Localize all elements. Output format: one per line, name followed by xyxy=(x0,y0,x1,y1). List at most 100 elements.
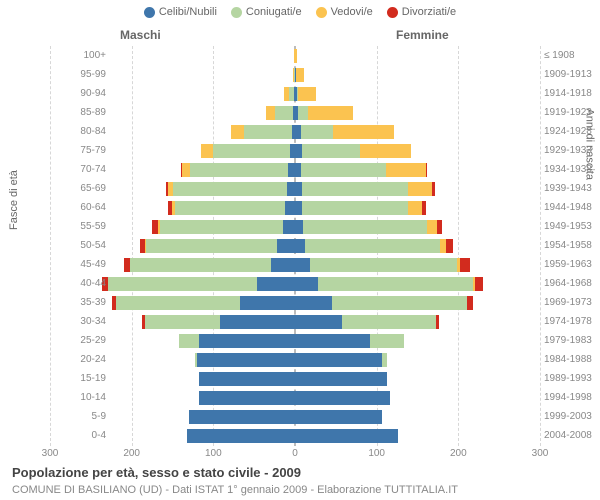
bar-female-widowed xyxy=(296,68,304,82)
legend-item: Coniugati/e xyxy=(231,6,302,18)
y-tick-year: 1949-1953 xyxy=(544,221,600,232)
y-tick-year: 1994-1998 xyxy=(544,392,600,403)
bar-female-widowed xyxy=(333,125,393,139)
pyramid-row xyxy=(50,68,540,82)
bar-female-single xyxy=(295,429,398,443)
y-tick-year: 1909-1913 xyxy=(544,69,600,80)
bar-male-widowed xyxy=(231,125,244,139)
pyramid-row xyxy=(50,296,540,310)
female-label: Femmine xyxy=(396,28,449,42)
pyramid-row xyxy=(50,353,540,367)
x-tick-label: 200 xyxy=(123,448,140,459)
chart-subtitle: COMUNE DI BASILIANO (UD) - Dati ISTAT 1°… xyxy=(12,484,458,496)
bar-female-single xyxy=(295,220,303,234)
legend-item: Celibi/Nubili xyxy=(144,6,217,18)
bar-male-divorced xyxy=(140,239,145,253)
y-tick-age: 5-9 xyxy=(56,411,106,422)
pyramid-row xyxy=(50,125,540,139)
bar-female-married xyxy=(305,239,440,253)
bar-female-divorced xyxy=(422,201,425,215)
legend-label: Celibi/Nubili xyxy=(159,6,217,18)
bar-female-married xyxy=(301,125,334,139)
y-tick-year: 1964-1968 xyxy=(544,278,600,289)
gridline xyxy=(540,46,541,446)
bar-male-married xyxy=(289,87,294,101)
bar-female-widowed xyxy=(386,163,425,177)
pyramid-row xyxy=(50,334,540,348)
bar-female-widowed xyxy=(427,220,437,234)
x-tick-label: 100 xyxy=(368,448,385,459)
y-tick-age: 15-19 xyxy=(56,373,106,384)
bar-female-single xyxy=(295,296,332,310)
bar-male-married xyxy=(108,277,257,291)
bar-male-single xyxy=(199,372,295,386)
bar-female-single xyxy=(295,258,310,272)
bar-male-single xyxy=(257,277,295,291)
plot-area xyxy=(50,46,540,446)
y-tick-age: 0-4 xyxy=(56,430,106,441)
y-tick-year: 1969-1973 xyxy=(544,297,600,308)
bar-male-married xyxy=(275,106,293,120)
y-tick-age: 95-99 xyxy=(56,69,106,80)
y-axis-left-title: Fasce di età xyxy=(8,170,20,230)
pyramid-row xyxy=(50,182,540,196)
bar-female-widowed xyxy=(298,87,316,101)
population-pyramid-chart: Celibi/Nubili Coniugati/e Vedovi/e Divorzia… xyxy=(0,0,600,500)
bar-female-widowed xyxy=(408,201,423,215)
bar-male-widowed xyxy=(293,68,295,82)
y-tick-year: 1954-1958 xyxy=(544,240,600,251)
legend-item: Vedovi/e xyxy=(316,6,373,18)
y-tick-age: 60-64 xyxy=(56,202,106,213)
bar-male-single xyxy=(187,429,295,443)
y-tick-age: 10-14 xyxy=(56,392,106,403)
bar-male-widowed xyxy=(201,144,212,158)
bar-male-married xyxy=(145,315,220,329)
pyramid-row xyxy=(50,220,540,234)
legend-label: Coniugati/e xyxy=(246,6,302,18)
bar-male-widowed xyxy=(266,106,276,120)
pyramid-row xyxy=(50,410,540,424)
y-tick-age: 25-29 xyxy=(56,335,106,346)
bar-male-single xyxy=(197,353,295,367)
pyramid-row xyxy=(50,163,540,177)
legend-item: Divorziati/e xyxy=(387,6,456,18)
pyramid-row xyxy=(50,106,540,120)
bar-male-married xyxy=(160,220,283,234)
bar-female-married xyxy=(332,296,467,310)
bar-male-single xyxy=(240,296,295,310)
bar-female-divorced xyxy=(432,182,434,196)
bar-male-divorced xyxy=(152,220,158,234)
y-tick-age: 75-79 xyxy=(56,145,106,156)
bar-male-divorced xyxy=(181,163,183,177)
bar-female-single xyxy=(295,334,370,348)
bar-female-divorced xyxy=(467,296,474,310)
bar-female-married xyxy=(298,106,308,120)
bar-male-widowed xyxy=(168,182,173,196)
bar-female-widowed xyxy=(360,144,411,158)
y-tick-age: 100+ xyxy=(56,50,106,61)
bar-male-married xyxy=(116,296,240,310)
legend-dot xyxy=(387,7,398,18)
bar-male-single xyxy=(271,258,296,272)
y-tick-year: 1939-1943 xyxy=(544,183,600,194)
pyramid-row xyxy=(50,87,540,101)
y-tick-age: 65-69 xyxy=(56,183,106,194)
y-tick-year: 1959-1963 xyxy=(544,259,600,270)
bar-male-divorced xyxy=(124,258,131,272)
male-label: Maschi xyxy=(120,28,161,42)
legend-dot xyxy=(144,7,155,18)
y-tick-year: 1934-1938 xyxy=(544,164,600,175)
x-tick-label: 0 xyxy=(292,448,298,459)
y-tick-year: 1999-2003 xyxy=(544,411,600,422)
bar-male-divorced xyxy=(166,182,168,196)
pyramid-row xyxy=(50,372,540,386)
bar-female-widowed xyxy=(408,182,433,196)
legend-label: Vedovi/e xyxy=(331,6,373,18)
bar-female-married xyxy=(302,182,408,196)
bar-male-single xyxy=(283,220,295,234)
bar-male-widowed xyxy=(284,87,289,101)
y-tick-age: 30-34 xyxy=(56,316,106,327)
bar-female-single xyxy=(295,391,390,405)
pyramid-row xyxy=(50,258,540,272)
bar-male-single xyxy=(199,391,295,405)
